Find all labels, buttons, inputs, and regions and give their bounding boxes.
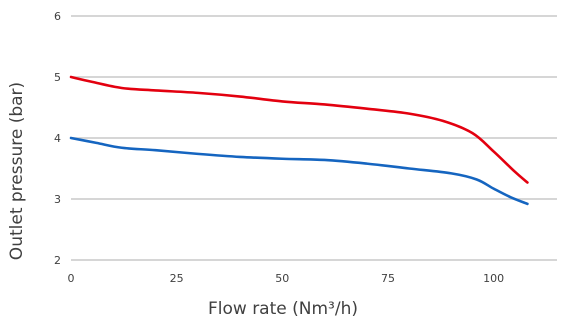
series-line-2 <box>69 136 529 206</box>
x-axis-title: Flow rate (Nm³/h) <box>208 299 358 319</box>
grid-layer <box>71 15 557 261</box>
y-tick-label: 2 <box>54 254 61 267</box>
series-layer <box>69 75 529 206</box>
y-tick-label: 6 <box>54 10 61 23</box>
y-tick-label: 3 <box>54 193 61 206</box>
x-tick-label: 25 <box>170 272 184 285</box>
tick-labels: 2 3 4 5 6 0 25 50 75 100 <box>54 10 504 285</box>
x-tick-label: 75 <box>381 272 395 285</box>
y-tick-label: 4 <box>54 132 61 145</box>
x-tick-label: 50 <box>275 272 289 285</box>
y-axis-title: Outlet pressure (bar) <box>7 82 27 260</box>
x-tick-label: 0 <box>68 272 75 285</box>
x-tick-label: 100 <box>483 272 504 285</box>
y-tick-label: 5 <box>54 71 61 84</box>
series-line-1 <box>69 75 529 184</box>
